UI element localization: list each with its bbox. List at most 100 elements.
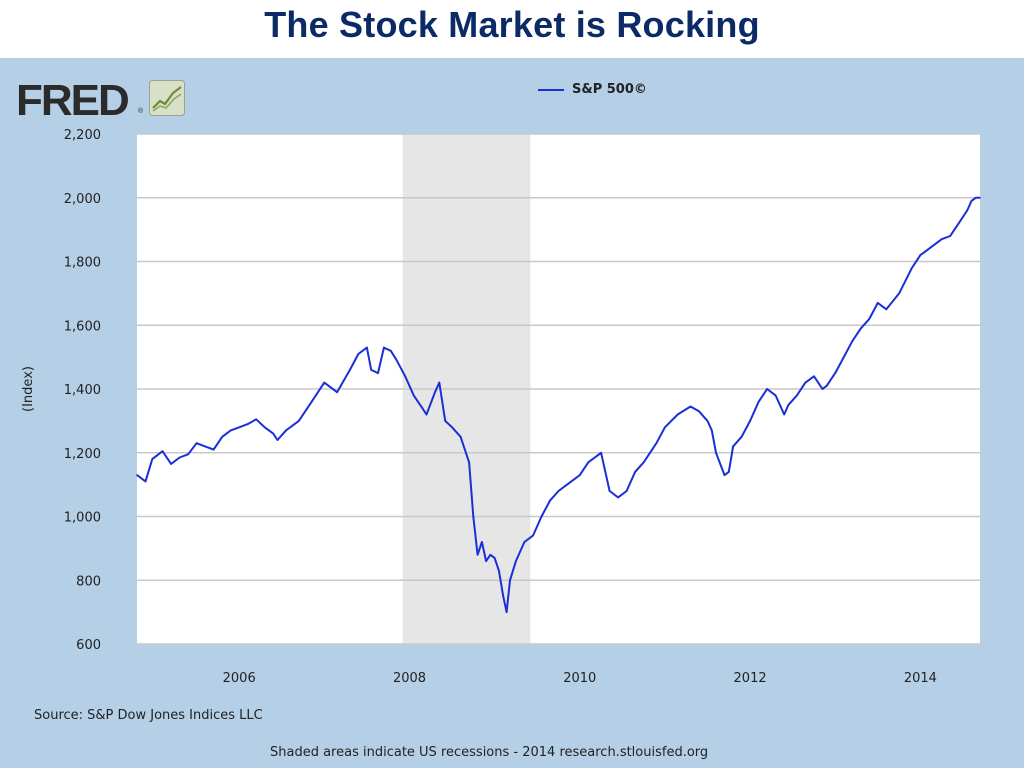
recession-footnote: Shaded areas indicate US recessions - 20… — [270, 745, 709, 760]
data-point — [509, 579, 511, 582]
data-point — [459, 436, 462, 438]
data-point — [472, 515, 475, 518]
data-point — [515, 560, 517, 562]
data-point — [664, 426, 666, 429]
x-tick-label: 2010 — [563, 671, 596, 686]
data-point — [493, 557, 496, 559]
data-point — [421, 407, 424, 409]
data-point — [323, 381, 326, 384]
data-point — [813, 375, 815, 378]
fred-chart-icon — [149, 80, 185, 116]
data-point — [370, 369, 372, 371]
legend: S&P 500© — [538, 82, 647, 97]
data-point — [212, 448, 215, 451]
data-point — [710, 429, 713, 432]
data-point — [570, 480, 573, 483]
data-point — [502, 595, 504, 597]
data-point — [698, 410, 700, 413]
data-point — [728, 471, 730, 473]
data-point — [949, 235, 951, 237]
data-point — [834, 372, 837, 374]
data-point — [404, 375, 407, 378]
data-point — [238, 426, 240, 429]
data-point — [144, 480, 147, 483]
fred-logo-text: FRED — [16, 76, 130, 125]
x-tick-label: 2014 — [904, 671, 937, 686]
data-point — [366, 346, 368, 349]
source-note: Source: S&P Dow Jones Indices LLC — [34, 708, 263, 723]
data-point — [932, 244, 934, 247]
data-point — [229, 429, 232, 432]
slide-title: The Stock Market is Rocking — [264, 4, 760, 45]
data-point — [136, 474, 138, 476]
data-point — [434, 391, 436, 393]
data-point — [285, 429, 287, 432]
data-point — [970, 200, 973, 202]
data-point — [634, 471, 636, 473]
data-point — [444, 420, 447, 422]
data-point — [425, 413, 428, 416]
data-point — [532, 534, 534, 537]
data-point — [195, 442, 198, 444]
series-line-sp500 — [136, 196, 980, 614]
data-point — [766, 388, 768, 390]
data-point — [979, 196, 981, 199]
data-point — [578, 474, 581, 476]
x-tick-label: 2006 — [223, 671, 256, 686]
data-point — [221, 436, 223, 438]
x-tick-label: 2008 — [393, 671, 426, 686]
data-point — [263, 426, 266, 429]
data-point — [377, 372, 379, 374]
data-point — [774, 394, 777, 397]
data-point — [489, 553, 492, 556]
data-point — [557, 490, 560, 492]
data-point — [161, 450, 164, 452]
y-tick-label: 600 — [76, 638, 101, 653]
data-point — [851, 340, 854, 342]
y-axis-label: (Index) — [21, 366, 36, 412]
y-tick-label: 1,000 — [64, 511, 101, 526]
data-point — [732, 445, 734, 448]
data-point — [540, 515, 543, 518]
data-point — [804, 381, 807, 384]
data-point — [842, 356, 845, 358]
data-point — [505, 611, 508, 613]
data-point — [885, 308, 888, 311]
data-point — [178, 456, 181, 459]
data-point — [349, 369, 351, 371]
data-point — [549, 499, 551, 502]
y-tick-label: 1,200 — [64, 447, 101, 462]
data-point — [825, 385, 828, 387]
data-point — [336, 391, 338, 393]
data-point — [757, 400, 760, 403]
data-point — [859, 327, 862, 330]
data-point — [821, 388, 824, 390]
data-point — [276, 439, 279, 441]
data-point — [204, 445, 206, 448]
y-tick-label: 2,000 — [64, 192, 101, 207]
data-point — [395, 359, 398, 362]
data-point — [608, 490, 611, 492]
data-point — [715, 451, 717, 454]
data-point — [357, 353, 360, 355]
data-point — [498, 569, 500, 572]
data-point — [749, 420, 751, 422]
data-point — [957, 222, 960, 225]
y-tick-label: 1,600 — [64, 319, 101, 334]
y-tick-label: 2,200 — [64, 128, 101, 143]
data-point — [468, 461, 470, 464]
data-point — [877, 302, 879, 304]
data-point — [481, 541, 483, 543]
data-point — [151, 458, 154, 460]
data-point — [911, 267, 913, 269]
y-tick-label: 800 — [76, 574, 101, 589]
data-point — [923, 251, 926, 253]
fred-logo-registered: ® — [138, 108, 144, 115]
data-point — [255, 418, 258, 421]
data-point — [383, 346, 385, 349]
data-point — [272, 432, 275, 435]
data-point — [246, 423, 249, 425]
data-point — [723, 474, 726, 476]
data-point — [389, 349, 392, 352]
data-point — [787, 404, 790, 406]
